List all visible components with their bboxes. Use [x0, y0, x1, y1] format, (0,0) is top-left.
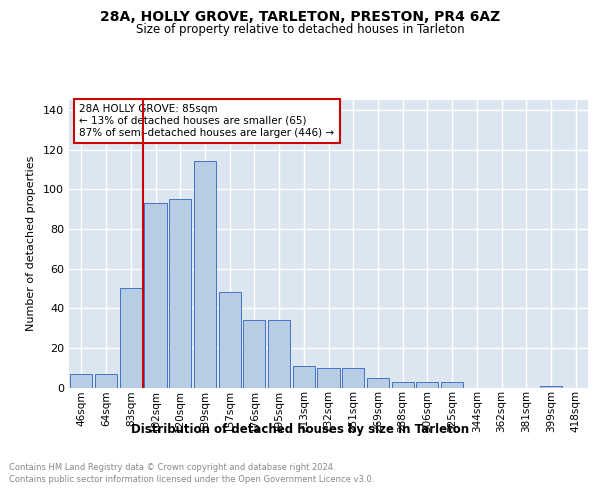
Bar: [268, 320, 290, 388]
Bar: [169, 199, 191, 388]
Bar: [392, 382, 414, 388]
Bar: [441, 382, 463, 388]
Bar: [317, 368, 340, 388]
Text: 28A, HOLLY GROVE, TARLETON, PRESTON, PR4 6AZ: 28A, HOLLY GROVE, TARLETON, PRESTON, PR4…: [100, 10, 500, 24]
Bar: [218, 292, 241, 388]
Bar: [95, 374, 117, 388]
Text: 28A HOLLY GROVE: 85sqm
← 13% of detached houses are smaller (65)
87% of semi-det: 28A HOLLY GROVE: 85sqm ← 13% of detached…: [79, 104, 335, 138]
Bar: [145, 203, 167, 388]
Text: Contains HM Land Registry data © Crown copyright and database right 2024.: Contains HM Land Registry data © Crown c…: [9, 462, 335, 471]
Bar: [367, 378, 389, 388]
Bar: [119, 288, 142, 388]
Text: Contains public sector information licensed under the Open Government Licence v3: Contains public sector information licen…: [9, 475, 374, 484]
Bar: [70, 374, 92, 388]
Text: Size of property relative to detached houses in Tarleton: Size of property relative to detached ho…: [136, 22, 464, 36]
Y-axis label: Number of detached properties: Number of detached properties: [26, 156, 36, 332]
Bar: [243, 320, 265, 388]
Bar: [416, 382, 439, 388]
Text: Distribution of detached houses by size in Tarleton: Distribution of detached houses by size …: [131, 422, 469, 436]
Bar: [293, 366, 315, 388]
Bar: [540, 386, 562, 388]
Bar: [194, 162, 216, 388]
Bar: [342, 368, 364, 388]
